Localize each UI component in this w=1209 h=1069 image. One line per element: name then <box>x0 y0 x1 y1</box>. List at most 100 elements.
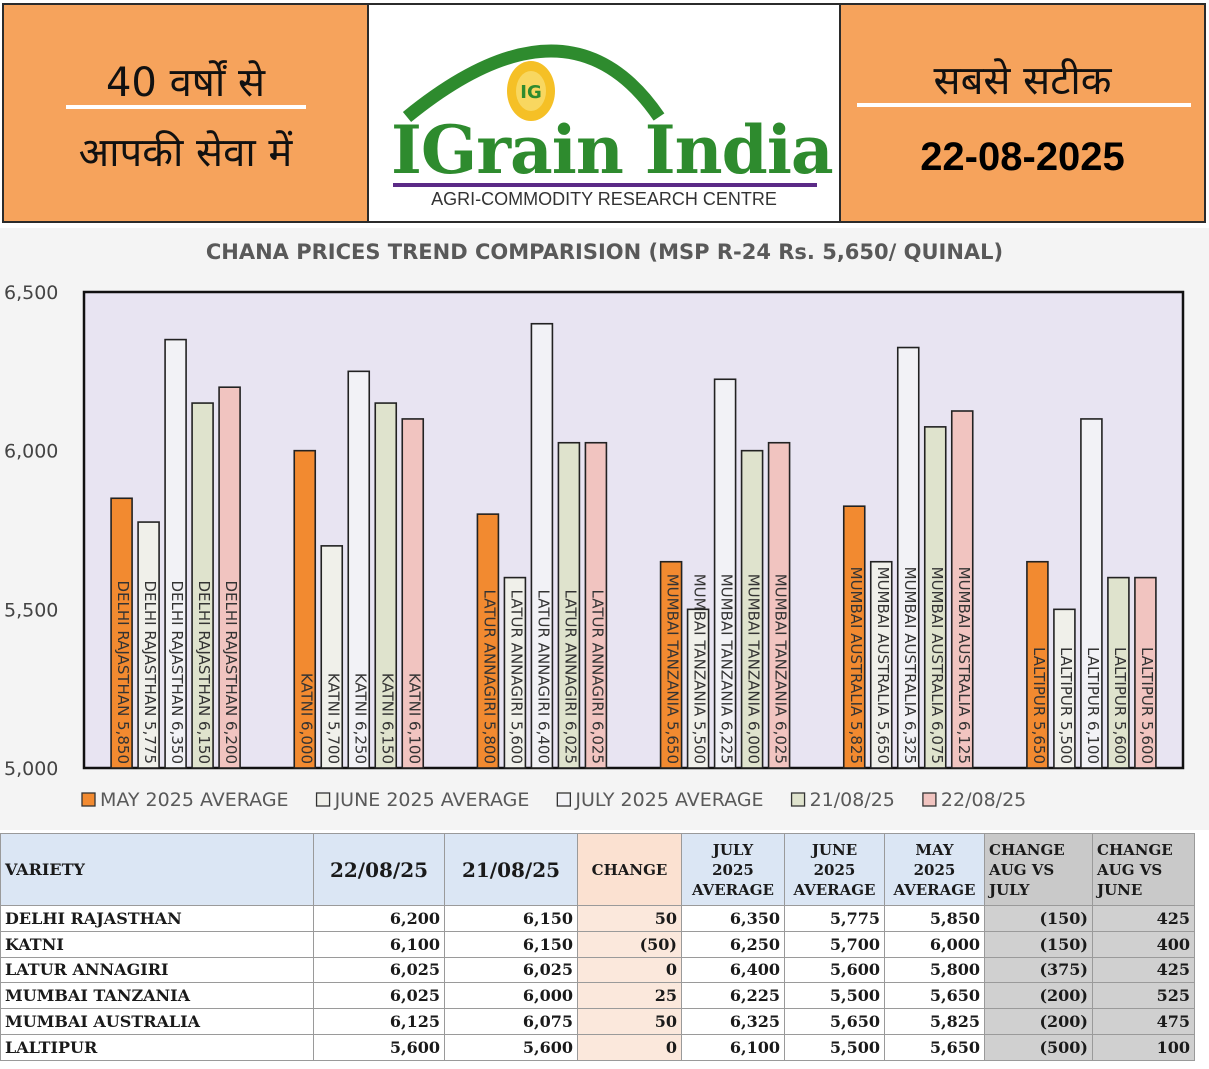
cell-21-08: 6,000 <box>444 982 578 1010</box>
table-header-row: VARIETY 22/08/25 21/08/25 CHANGE JULY 202… <box>0 833 1195 906</box>
data-label: KATNI 6,250 <box>351 673 369 764</box>
cell-may-avg: 5,850 <box>884 905 985 932</box>
bar <box>584 441 608 769</box>
cell-22-08: 6,025 <box>313 982 445 1010</box>
logo-subtitle: AGRI-COMMODITY RESEARCH CENTRE <box>431 189 777 209</box>
legend-swatch <box>922 792 937 807</box>
legend-entry: 22/08/25 <box>941 789 1026 811</box>
cell-21-08: 6,150 <box>444 905 578 932</box>
legend-entry: 21/08/25 <box>810 789 895 811</box>
bar <box>659 560 683 769</box>
data-label: MUMBAI AUSTRALIA 6,075 <box>928 567 946 764</box>
header-left-line2: आपकी सेवा में <box>78 130 293 176</box>
data-label: KATNI 5,700 <box>324 673 342 764</box>
cell-july-avg: 6,225 <box>681 982 785 1010</box>
cell-june-avg: 5,500 <box>784 982 885 1010</box>
data-label: MUMBAI AUSTRALIA 5,825 <box>847 567 865 764</box>
cell-aug-vs-july: (500) <box>984 1033 1093 1061</box>
cell-aug-vs-july: (200) <box>984 982 1093 1010</box>
cell-change: 50 <box>577 1008 682 1035</box>
logo-divider <box>393 183 817 187</box>
bar <box>1053 608 1076 769</box>
cell-june-avg: 5,700 <box>784 930 885 958</box>
data-label: DELHI RAJASTHAN 6,350 <box>168 580 186 764</box>
col-header-aug-vs-june: CHANGE AUG VS JUNE <box>1092 833 1195 906</box>
col-header-21-08: 21/08/25 <box>444 833 578 906</box>
bar <box>530 322 554 769</box>
cell-22-08: 6,025 <box>313 956 445 984</box>
header-right-line1: सबसे सटीक <box>933 58 1112 104</box>
legend-swatch <box>315 792 331 807</box>
cell-may-avg: 5,650 <box>884 982 985 1010</box>
header-left-panel: 40 वर्षों से आपकी सेवा में <box>2 3 369 223</box>
cell-aug-vs-july: (375) <box>984 956 1093 984</box>
col-header-june-avg: JUNE 2025 AVERAGE <box>784 833 885 906</box>
logo-arc-icon: IG <box>402 44 665 123</box>
logo-panel: IG IGrain India AGRI-COMMODITY RESEARCH … <box>369 3 839 223</box>
table-row: MUMBAI AUSTRALIA 6,125 6,075 50 6,325 5,650 5,… <box>0 1008 1195 1035</box>
cell-aug-vs-july: (150) <box>984 930 1093 958</box>
col-header-change: CHANGE <box>577 833 682 906</box>
data-label: MUMBAI TANZANIA 6,225 <box>718 574 736 764</box>
cell-june-avg: 5,500 <box>784 1033 885 1061</box>
header-right-panel: सबसे सटीक 22-08-2025 <box>839 3 1206 223</box>
bar <box>191 402 214 769</box>
bar <box>1107 576 1130 769</box>
cell-variety: LATUR ANNAGIRI <box>0 956 314 984</box>
legend-entry: JULY 2025 AVERAGE <box>574 789 763 811</box>
data-label: LALTIPUR 5,500 <box>1057 647 1075 764</box>
bar <box>218 386 241 769</box>
col-header-aug-vs-july: CHANGE AUG VS JULY <box>984 833 1093 906</box>
cell-variety: LALTIPUR <box>0 1033 314 1061</box>
data-label: LALTIPUR 5,600 <box>1138 647 1156 764</box>
cell-july-avg: 6,325 <box>681 1008 785 1035</box>
plot-area <box>82 290 1185 770</box>
data-label: LATUR ANNAGIRI 5,600 <box>507 590 525 764</box>
legend-entry: MAY 2025 AVERAGE <box>100 789 289 811</box>
cell-21-08: 5,600 <box>444 1033 578 1061</box>
data-label: KATNI 6,000 <box>297 673 315 764</box>
data-label: LATUR ANNAGIRI 6,025 <box>588 590 606 764</box>
col-header-may-avg: MAY 2025 AVERAGE <box>884 833 985 906</box>
cell-21-08: 6,150 <box>444 930 578 958</box>
y-tick-label: 5,500 <box>4 599 58 621</box>
bar <box>503 576 527 769</box>
cell-july-avg: 6,100 <box>681 1033 785 1061</box>
cell-july-avg: 6,350 <box>681 905 785 932</box>
cell-change: (50) <box>577 930 682 958</box>
data-label: KATNI 6,100 <box>405 673 423 764</box>
bar <box>110 497 133 769</box>
cell-22-08: 6,125 <box>313 1008 445 1035</box>
data-label: DELHI RAJASTHAN 5,775 <box>141 580 159 764</box>
data-label: MUMBAI TANZANIA 6,000 <box>745 574 763 764</box>
bar <box>896 346 920 769</box>
col-header-variety: VARIETY <box>0 833 314 906</box>
cell-22-08: 6,200 <box>313 905 445 932</box>
bar <box>842 505 866 769</box>
bar <box>164 338 187 769</box>
cell-aug-vs-june: 425 <box>1092 905 1195 932</box>
cell-21-08: 6,025 <box>444 956 578 984</box>
data-label: LATUR ANNAGIRI 6,025 <box>561 590 579 764</box>
cell-change: 25 <box>577 982 682 1010</box>
table-row: LALTIPUR 5,600 5,600 0 6,100 5,500 5,650 (500) 1… <box>0 1033 1195 1061</box>
y-tick-label: 6,500 <box>4 282 58 304</box>
cell-may-avg: 5,650 <box>884 1033 985 1061</box>
cell-aug-vs-june: 425 <box>1092 956 1195 984</box>
data-label: MUMBAI AUSTRALIA 6,325 <box>901 567 919 764</box>
bar <box>137 521 160 769</box>
cell-aug-vs-june: 100 <box>1092 1033 1195 1061</box>
bar <box>713 378 737 769</box>
cell-22-08: 6,100 <box>313 930 445 958</box>
bar <box>923 426 947 769</box>
legend-entry: JUNE 2025 AVERAGE <box>334 789 530 811</box>
table-row: MUMBAI TANZANIA 6,025 6,000 25 6,225 5,500 5,6… <box>0 982 1195 1010</box>
bar <box>374 402 398 769</box>
data-label: MUMBAI TANZANIA 6,025 <box>772 574 790 764</box>
bar <box>1026 560 1049 769</box>
bar <box>740 449 764 769</box>
cell-21-08: 6,075 <box>444 1008 578 1035</box>
cell-june-avg: 5,775 <box>784 905 885 932</box>
data-label: LALTIPUR 5,600 <box>1111 647 1129 764</box>
cell-may-avg: 5,825 <box>884 1008 985 1035</box>
